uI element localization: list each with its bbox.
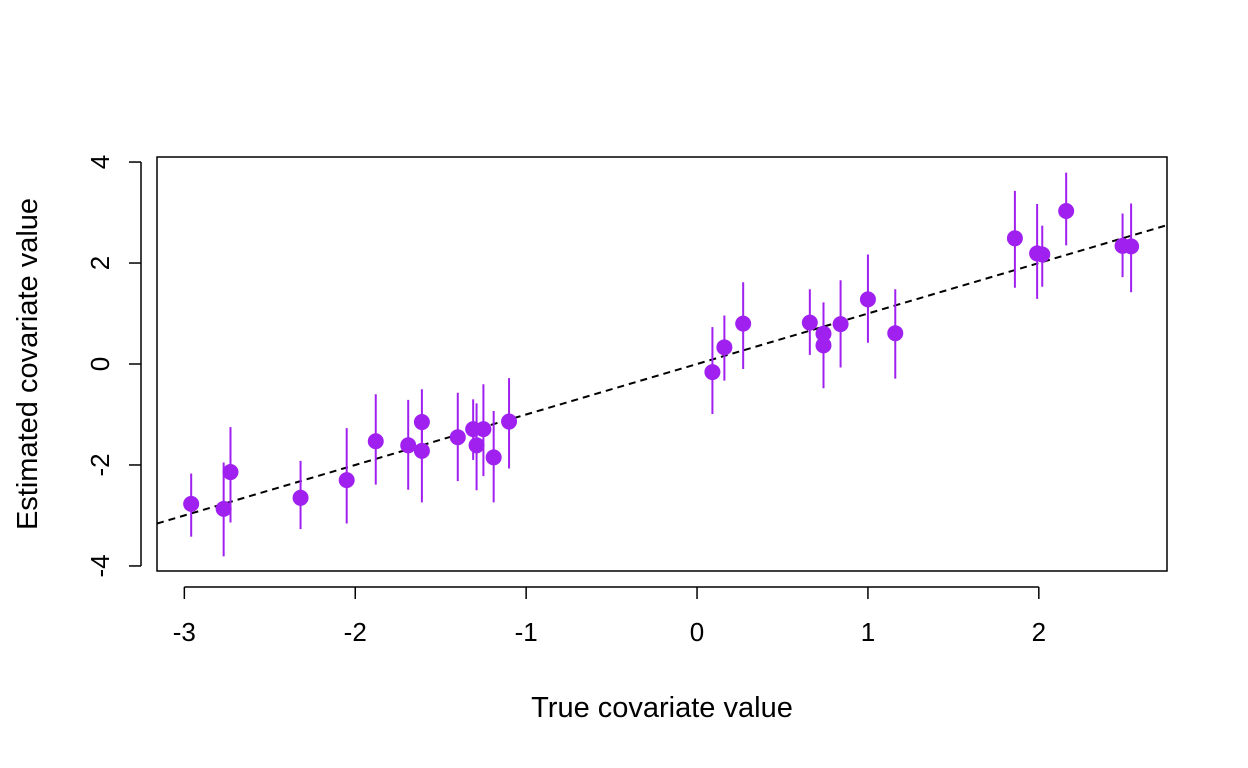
data-point bbox=[735, 315, 752, 332]
y-axis-title: Estimated covariate value bbox=[12, 198, 44, 530]
data-point bbox=[413, 442, 430, 459]
x-tick-label: -2 bbox=[344, 617, 367, 647]
data-point bbox=[1034, 246, 1051, 263]
x-tick-label: 0 bbox=[690, 617, 704, 647]
x-tick-label: 1 bbox=[861, 617, 875, 647]
data-point bbox=[468, 437, 485, 454]
y-tick-label: -2 bbox=[85, 453, 115, 476]
data-point bbox=[338, 472, 355, 489]
data-point bbox=[183, 495, 200, 512]
data-point bbox=[815, 337, 832, 354]
y-tick-label: 0 bbox=[85, 357, 115, 371]
data-point bbox=[832, 316, 849, 333]
y-tick-label: 4 bbox=[85, 155, 115, 169]
data-point bbox=[222, 464, 239, 481]
data-point bbox=[501, 413, 518, 430]
data-point bbox=[449, 429, 466, 446]
data-point bbox=[1123, 238, 1140, 255]
y-tick-label: -4 bbox=[85, 554, 115, 577]
plot-marks bbox=[157, 172, 1167, 557]
y-tick-label: 2 bbox=[85, 256, 115, 270]
data-point bbox=[292, 489, 309, 506]
data-point bbox=[485, 449, 502, 466]
data-point bbox=[815, 325, 832, 342]
data-point bbox=[859, 291, 876, 308]
data-point bbox=[801, 314, 818, 331]
x-axis-title: True covariate value bbox=[531, 692, 793, 724]
reference-line bbox=[157, 224, 1167, 525]
data-point bbox=[400, 437, 417, 454]
y-axis: -4 -2 0 2 4 bbox=[85, 155, 142, 578]
plot-frame bbox=[156, 156, 1168, 572]
data-point bbox=[716, 339, 733, 356]
x-axis: -3 -2 -1 0 1 2 bbox=[173, 586, 1046, 647]
data-point bbox=[887, 325, 904, 342]
data-point bbox=[367, 433, 384, 450]
x-tick-label: -1 bbox=[515, 617, 538, 647]
data-point bbox=[475, 421, 492, 438]
data-point bbox=[704, 364, 721, 381]
data-point bbox=[1058, 203, 1075, 220]
data-point bbox=[1006, 230, 1023, 247]
x-tick-label: -3 bbox=[173, 617, 196, 647]
x-tick-label: 2 bbox=[1032, 617, 1046, 647]
data-point bbox=[413, 414, 430, 431]
data-point bbox=[215, 500, 232, 517]
